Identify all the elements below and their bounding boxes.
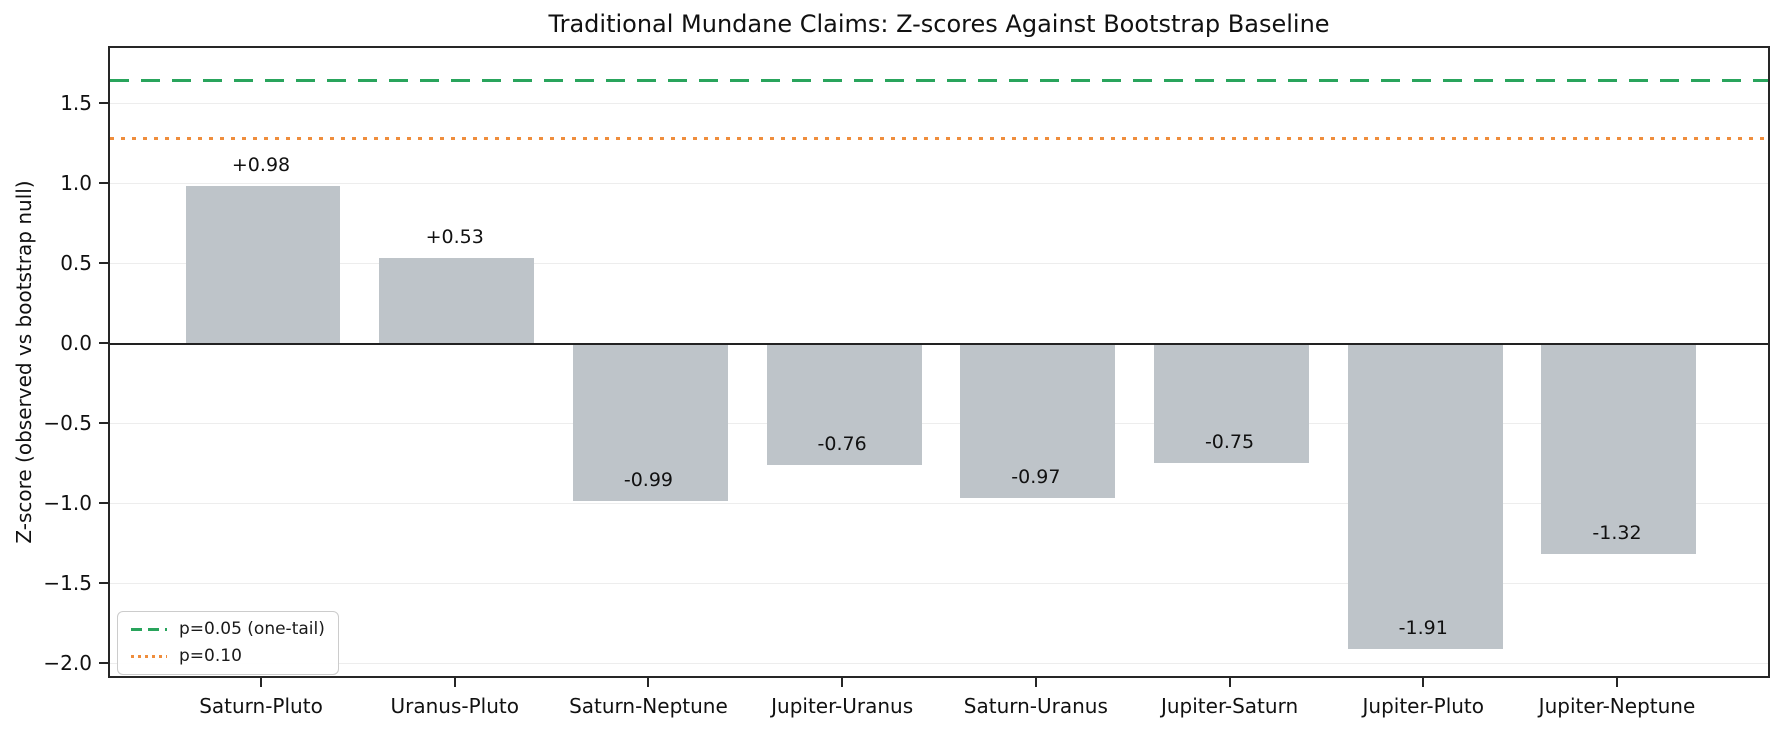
y-tick-mark (99, 101, 108, 104)
y-tick-label: −0.5 (43, 410, 92, 435)
bar-jupiter-neptune (1541, 342, 1697, 555)
bar-saturn-pluto (185, 186, 341, 343)
dashed-line-sample-icon (131, 628, 167, 631)
x-tick-label-jupiter-saturn: Jupiter-Saturn (1160, 694, 1299, 718)
y-tick-mark (99, 501, 108, 504)
x-tick-mark (1615, 678, 1618, 687)
y-tick-label: −2.0 (43, 650, 92, 675)
x-tick-label-saturn-pluto: Saturn-Pluto (199, 694, 323, 718)
legend-item-p005: p=0.05 (one-tail) (131, 619, 325, 640)
legend-item-p010: p=0.10 (131, 646, 325, 667)
x-tick-label-saturn-neptune: Saturn-Neptune (569, 694, 728, 718)
y-tick-mark (99, 661, 108, 664)
x-tick-mark (260, 678, 263, 687)
gridline (110, 102, 1768, 104)
bar-value-label: -1.32 (1592, 522, 1642, 545)
y-tick-mark (99, 261, 108, 264)
gridline (110, 262, 1768, 264)
bar-saturn-neptune (572, 342, 728, 502)
x-tick-label-jupiter-uranus: Jupiter-Uranus (771, 694, 914, 718)
x-tick-mark (1228, 678, 1231, 687)
x-tick-label-saturn-uranus: Saturn-Uranus (963, 694, 1108, 718)
bar-jupiter-pluto (1347, 342, 1503, 649)
bar-value-label: -0.97 (1011, 466, 1061, 489)
y-tick-label: −1.5 (43, 570, 92, 595)
y-tick-label: 0.0 (60, 330, 92, 355)
x-tick-mark (1422, 678, 1425, 687)
bar-saturn-uranus (960, 342, 1116, 499)
bar-value-label: +0.53 (425, 226, 484, 249)
reference-line-p010 (110, 136, 1768, 140)
gridline (110, 662, 1768, 664)
x-tick-mark (1034, 678, 1037, 687)
dotted-line-sample-icon (131, 655, 167, 658)
plot-area (108, 46, 1770, 678)
x-tick-label-jupiter-neptune: Jupiter-Neptune (1538, 694, 1696, 718)
x-tick-mark (841, 678, 844, 687)
bar-value-label: -0.75 (1204, 430, 1255, 453)
bar-value-label: -0.99 (623, 469, 674, 492)
bar-jupiter-saturn (1154, 342, 1310, 463)
bar-uranus-pluto (379, 258, 535, 343)
x-tick-label-uranus-pluto: Uranus-Pluto (390, 694, 519, 718)
legend-label-p005: p=0.05 (one-tail) (179, 619, 325, 639)
bar-value-label: -1.91 (1398, 616, 1448, 639)
y-tick-mark (99, 341, 108, 344)
y-tick-mark (99, 421, 108, 424)
chart-title: Traditional Mundane Claims: Z-scores Aga… (548, 10, 1330, 38)
gridline (110, 502, 1768, 504)
bar-jupiter-uranus (766, 342, 922, 465)
gridline (110, 182, 1768, 184)
y-tick-mark (99, 181, 108, 184)
y-tick-label: 1.5 (60, 90, 92, 115)
y-tick-mark (99, 581, 108, 584)
legend: p=0.05 (one-tail) p=0.10 (117, 611, 339, 675)
y-tick-label: −1.0 (43, 490, 92, 515)
y-tick-label: 1.0 (60, 170, 92, 195)
x-tick-mark (453, 678, 456, 687)
bar-value-label: -0.76 (817, 432, 867, 455)
gridline (110, 582, 1768, 584)
legend-label-p010: p=0.10 (179, 646, 242, 666)
reference-line-p005 (110, 78, 1768, 82)
y-tick-label: 0.5 (60, 250, 92, 275)
x-tick-label-jupiter-pluto: Jupiter-Pluto (1362, 694, 1485, 718)
x-tick-mark (647, 678, 650, 687)
zero-line (110, 342, 1768, 345)
gridline (110, 422, 1768, 424)
bar-value-label: +0.98 (231, 154, 291, 177)
